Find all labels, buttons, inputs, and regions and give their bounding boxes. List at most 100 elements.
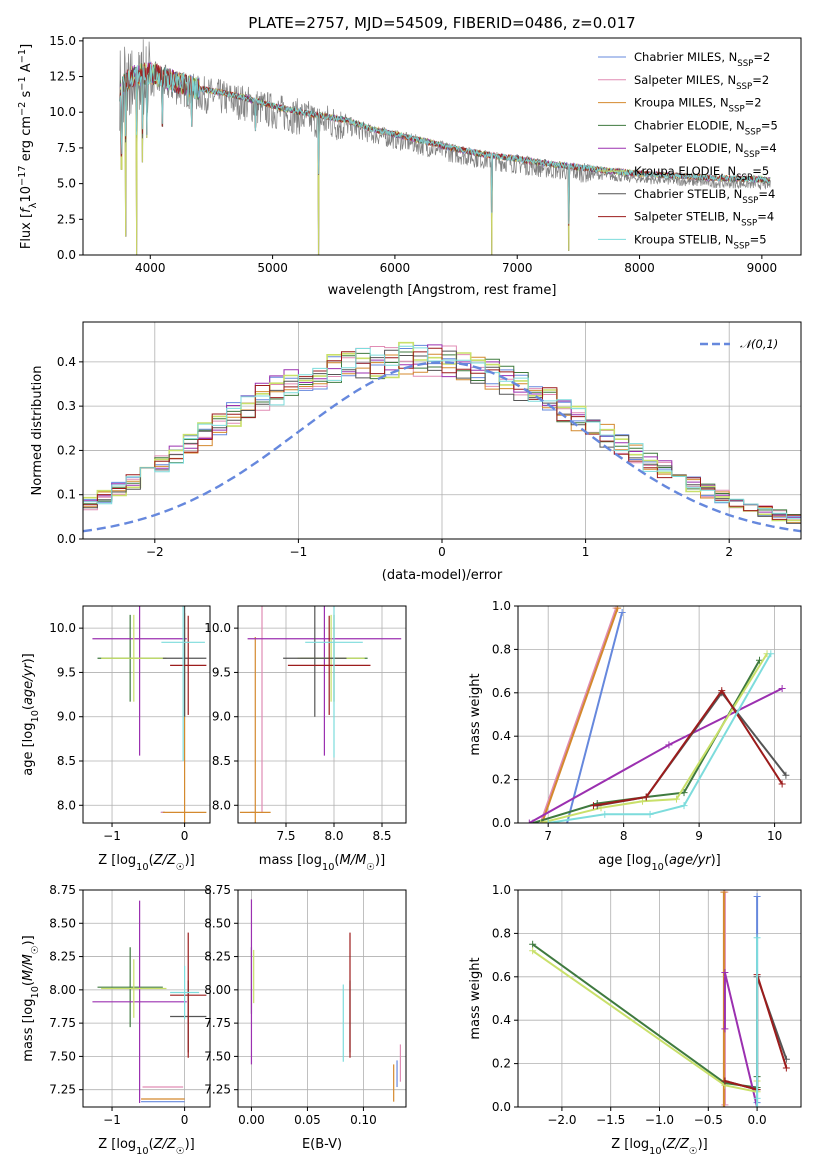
y-tick-label: 8.25 [204,950,231,964]
legend-entry: Salpeter STELIB, NSSP=4 [634,210,774,229]
x-tick-label: −1 [103,1113,121,1127]
y-tick-label: 10.0 [204,621,231,635]
weight-marker [782,771,790,779]
panel-weight-vs-age: 7 8 9 10 0.0 0.2 0.4 0.6 0.8 1.0 age [log10(age/yr… [468,599,802,873]
x-axis-label: Z [log10(Z/Z☉)] [98,1137,195,1157]
y-tick-label: 8.00 [204,983,231,997]
x-axis-label: Z [log10(Z/Z☉)] [98,853,195,873]
weight-marker [767,650,775,658]
y-tick-label: 0.8 [492,642,511,656]
legend-entry: Chabrier STELIB, NSSP=4 [634,187,775,206]
y-axis-label: Flux [fλ10−17 erg cm−2 s−1 A−1] [17,44,39,249]
x-tick-label: 8.5 [372,829,391,843]
weight-marker [680,802,688,810]
x-tick-label: 4000 [135,261,166,275]
x-tick-label: 1 [582,545,590,559]
panel-residuals: −2 −1 0 1 2 0.0 0.1 0.2 0.3 0.4 (data-model)/error… [30,321,802,583]
weight-marker [778,780,786,788]
weight-marker [529,947,537,955]
normal-curve [83,361,801,533]
weight-marker [601,810,609,818]
y-tick-label: 0.2 [492,1057,511,1071]
y-tick-label: 5.0 [57,177,76,191]
y-axis-label: mass [log10(M/M☉)] [21,935,41,1061]
y-tick-label: 7.25 [49,1083,76,1097]
y-tick-label: 0.6 [492,686,511,700]
x-axis-label: Z [log10(Z/Z☉)] [611,1137,708,1157]
weight-marker [544,819,552,823]
y-tick-label: 0.0 [492,1100,511,1114]
y-tick-label: 9.5 [57,665,76,679]
legend-entry: Kroupa STELIB, NSSP=5 [634,232,767,251]
axes-frame [82,605,211,824]
weight-marker [537,819,545,823]
legend-entry: Chabrier MILES, NSSP=2 [634,50,770,69]
y-tick-label: 9.0 [57,710,76,724]
y-tick-label: 1.0 [492,883,511,897]
y-tick-label: 8.50 [204,916,231,930]
legend-entry: 𝒩(0,1) [740,337,778,351]
x-tick-label: −1.0 [645,1113,674,1127]
weight-marker [720,890,728,896]
weight-marker [720,1103,728,1107]
y-tick-label: 7.75 [204,1016,231,1030]
weight-marker [642,793,650,801]
legend-entry: Chabrier ELODIE, NSSP=5 [634,118,778,137]
weight-marker [665,741,673,749]
panel-age-vs-Z: −1 0 8.0 8.5 9.0 9.5 10.0 Z [log10(Z/Z☉)] age [l… [21,605,211,873]
x-tick-label: 2 [725,545,733,559]
x-tick-label: 0.05 [294,1113,321,1127]
x-tick-label: 5000 [257,261,288,275]
weight-marker [753,1094,761,1102]
panel-spectrum: 4000 5000 6000 7000 8000 9000 0.0 2.5 5.0 7.5 10.0… [17,14,802,298]
legend-entry: Kroupa ELODIE, NSSP=5 [634,164,769,183]
weight-line [548,653,772,823]
axes-frame [82,889,211,1108]
x-tick-label: −1 [290,545,308,559]
y-tick-label: 0.0 [57,532,76,546]
weight-marker [529,940,537,948]
weight-marker [718,687,726,695]
weight-marker [672,795,680,803]
x-tick-label: 7.5 [276,829,295,843]
x-tick-label: −1.5 [596,1113,625,1127]
y-tick-label: 7.25 [204,1083,231,1097]
plot-area [92,900,207,1104]
panel-weight-vs-Z: −2.0 −1.5 −1.0 −0.5 0.0 0.0 0.2 0.4 0.6 0.8 1.0 Z [… [468,883,802,1157]
y-tick-label: 12.5 [49,70,76,84]
y-tick-label: 10.0 [49,105,76,119]
panel-age-vs-mass: 7.5 8.0 8.5 8.0 8.5 9.0 9.5 10.0 mass [log10(M/M… [204,605,407,873]
plot-area [525,606,790,823]
panel-mass-vs-Z: −1 0 7.25 7.50 7.75 8.00 8.25 8.50 8.75 Z [log10(… [21,883,211,1157]
x-tick-label: −0.5 [694,1113,723,1127]
plot-area [119,39,771,255]
axes-frame [517,605,802,824]
x-tick-label: −2.0 [547,1113,576,1127]
x-tick-label: −1 [103,829,121,843]
y-tick-label: 8.5 [57,754,76,768]
x-tick-label: 0 [438,545,446,559]
legend-entry: Kroupa MILES, NSSP=2 [634,96,762,115]
x-tick-label: 8.0 [324,829,343,843]
weight-marker [721,968,729,976]
model-spectrum [119,62,771,226]
model-spectrum [119,63,771,224]
y-tick-label: 0.3 [57,399,76,413]
y-axis-label: mass weight [468,673,483,755]
x-tick-label: 10 [767,829,782,843]
y-tick-label: 0.1 [57,488,76,502]
weight-marker [753,1103,761,1107]
x-axis-label: age [log10(age/yr)] [598,853,721,873]
axes-frame [82,37,802,256]
plot-area [92,606,207,823]
y-tick-label: 9.0 [212,710,231,724]
plot-area [239,606,402,823]
y-tick-label: 8.00 [49,983,76,997]
plot-area [250,899,401,1102]
x-tick-label: 0.00 [238,1113,265,1127]
weight-line [528,687,783,823]
weight-line [541,607,619,823]
x-tick-label: 8 [620,829,628,843]
y-tick-label: 8.50 [49,916,76,930]
y-tick-label: 0.4 [492,729,511,743]
